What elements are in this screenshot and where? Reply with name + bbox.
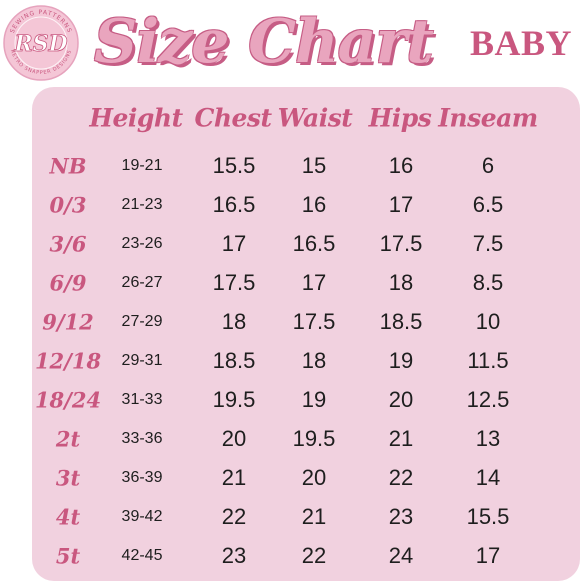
column-header-hips: Hips [368, 103, 432, 133]
column-header-waist: Waist [277, 103, 353, 133]
size-label: 18/24 [34, 387, 102, 413]
size-label: 2t [55, 426, 81, 452]
logo-initials: RSD [13, 31, 67, 57]
cell-hips: 16 [388, 153, 414, 178]
cell-waist: 16 [301, 192, 327, 217]
cell-hips: 19 [388, 348, 414, 373]
cell-height: 36-39 [121, 469, 163, 486]
size-label: 9/12 [42, 309, 94, 335]
size-label: 3/6 [49, 231, 87, 257]
cell-chest: 21 [221, 465, 247, 490]
cell-height: 27-29 [121, 313, 163, 330]
cell-waist: 17 [301, 270, 327, 295]
cell-hips: 22 [388, 465, 414, 490]
size-label: 6/9 [49, 270, 87, 296]
size-label: 5t [55, 543, 81, 569]
cell-height: 21-23 [121, 196, 163, 213]
brand-logo-seal: SEWING PATTERNS RETRO SNAPPER DESIGNS RS… [3, 5, 79, 81]
cell-chest: 22 [221, 504, 247, 529]
cell-hips: 24 [388, 543, 414, 568]
cell-inseam: 6.5 [472, 192, 504, 217]
cell-waist: 18 [301, 348, 327, 373]
cell-inseam: 15.5 [466, 504, 510, 529]
cell-chest: 17 [221, 231, 247, 256]
cell-height: 39-42 [121, 508, 163, 525]
cell-height: 26-27 [121, 274, 163, 291]
cell-chest: 19.5 [212, 387, 256, 412]
cell-inseam: 7.5 [472, 231, 504, 256]
cell-chest: 18.5 [212, 348, 256, 373]
column-header-inseam: Inseam [438, 103, 538, 133]
cell-chest: 17.5 [212, 270, 256, 295]
size-chart-table: Height Chest Waist Hips Inseam NB 19-21 15.5 15 1… [32, 87, 580, 581]
cell-hips: 17.5 [379, 231, 423, 256]
cell-waist: 22 [301, 543, 327, 568]
cell-hips: 18.5 [379, 309, 423, 334]
cell-inseam: 8.5 [472, 270, 504, 295]
cell-hips: 17 [388, 192, 414, 217]
cell-chest: 23 [221, 543, 247, 568]
cell-inseam: 12.5 [466, 387, 510, 412]
size-label: 0/3 [49, 192, 87, 218]
cell-height: 33-36 [121, 430, 163, 447]
cell-hips: 20 [388, 387, 414, 412]
page-subtitle: BABY [470, 23, 573, 63]
cell-waist: 21 [301, 504, 327, 529]
cell-inseam: 13 [475, 426, 501, 451]
cell-chest: 20 [221, 426, 247, 451]
page-title: Size Chart [94, 7, 434, 77]
cell-height: 23-26 [121, 235, 163, 252]
column-header-height: Height [89, 103, 183, 133]
cell-waist: 15 [301, 153, 327, 178]
cell-height: 31-33 [121, 391, 163, 408]
size-label: 12/18 [34, 348, 102, 374]
column-header-chest: Chest [194, 103, 272, 133]
cell-inseam: 14 [475, 465, 501, 490]
cell-inseam: 11.5 [467, 348, 509, 373]
cell-chest: 16.5 [212, 192, 256, 217]
cell-inseam: 10 [475, 309, 501, 334]
cell-waist: 19 [301, 387, 327, 412]
cell-inseam: 6 [481, 153, 495, 178]
cell-chest: 18 [221, 309, 247, 334]
cell-height: 29-31 [121, 352, 163, 369]
cell-waist: 20 [301, 465, 327, 490]
size-label: 4t [55, 504, 81, 530]
cell-hips: 18 [388, 270, 414, 295]
cell-chest: 15.5 [212, 153, 256, 178]
cell-waist: 16.5 [292, 231, 336, 256]
cell-hips: 21 [388, 426, 414, 451]
cell-waist: 17.5 [292, 309, 336, 334]
cell-height: 19-21 [121, 157, 163, 174]
cell-inseam: 17 [475, 543, 501, 568]
cell-waist: 19.5 [292, 426, 336, 451]
size-label: 3t [55, 465, 81, 491]
size-label: NB [49, 153, 87, 179]
cell-hips: 23 [388, 504, 414, 529]
cell-height: 42-45 [121, 547, 163, 564]
